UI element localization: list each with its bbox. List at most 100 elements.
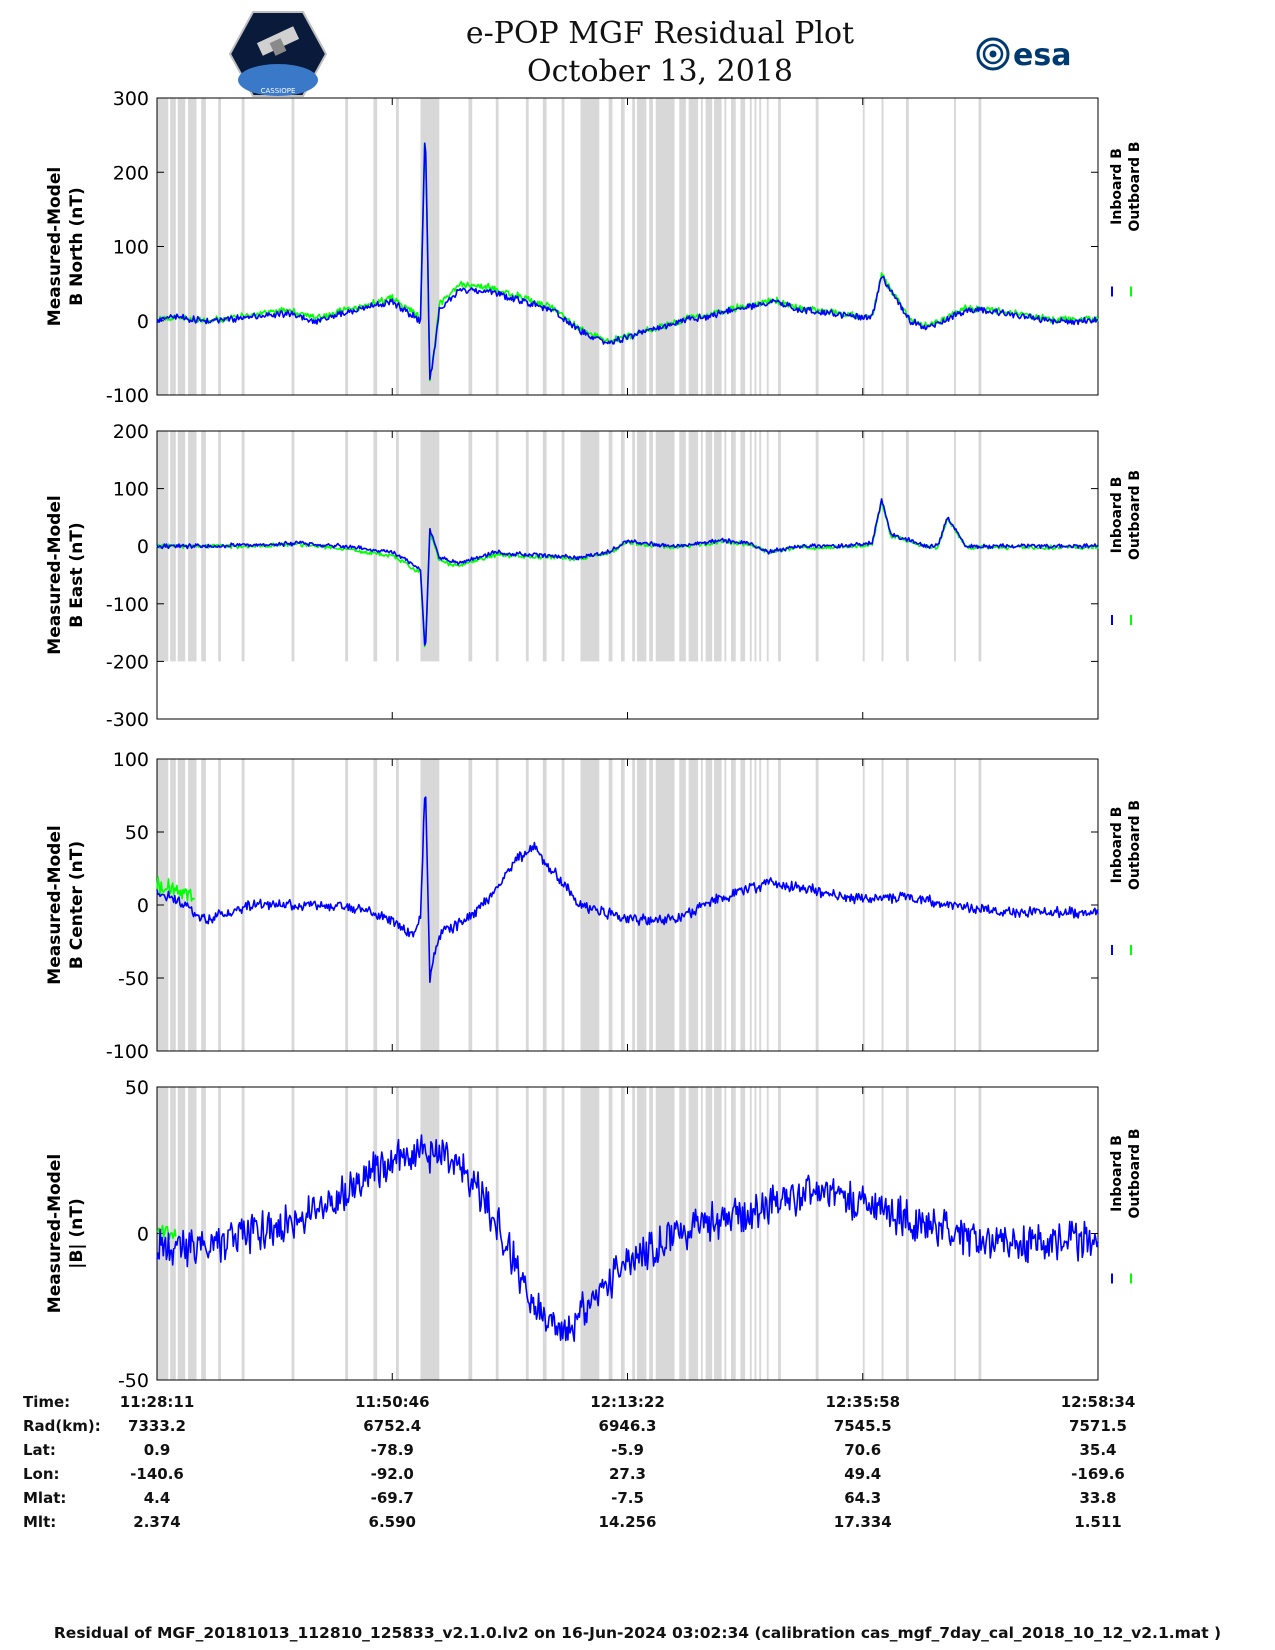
data-gap-band: [778, 98, 781, 395]
data-gap-band: [170, 759, 176, 1051]
data-gap-band: [373, 431, 378, 662]
chart-panel-2: -300 -200 -100 0 100 200 Measured-Model B East …: [45, 421, 1143, 731]
data-gap-band: [201, 759, 206, 1051]
series-line-outboard: [156, 876, 196, 902]
svg-text:esa: esa: [1013, 38, 1071, 73]
data-gap-band: [906, 431, 909, 662]
series-line-outboard: [156, 501, 1099, 648]
y-tick-label: -200: [106, 651, 149, 673]
data-gap-band: [731, 431, 736, 662]
data-gap-band: [815, 1087, 819, 1380]
data-gap-band: [636, 759, 647, 1051]
data-gap-band: [188, 759, 197, 1051]
data-gap-band: [525, 431, 529, 662]
data-gap-band: [170, 1087, 176, 1380]
orbit-info-label: Rad(km):: [23, 1417, 101, 1435]
data-gap-band: [724, 759, 727, 1051]
y-tick-label: -100: [106, 385, 149, 407]
orbit-info-value: 6.590: [368, 1513, 416, 1531]
orbit-info-value: 7545.5: [833, 1417, 892, 1435]
data-gap-band: [241, 98, 245, 395]
data-gap-band: [679, 98, 686, 395]
data-gap-band: [655, 759, 675, 1051]
data-gap-band: [373, 98, 378, 395]
data-gap-band: [655, 98, 675, 395]
data-gap-band: [688, 431, 699, 662]
data-gap-band: [778, 759, 781, 1051]
data-gap-band: [688, 759, 699, 1051]
data-gap-band: [749, 759, 752, 1051]
data-gap-band: [688, 1087, 699, 1380]
data-gap-band: [580, 1087, 600, 1380]
data-gap-band: [632, 1087, 636, 1380]
y-tick-label: -50: [118, 1370, 149, 1392]
axes-frame: [156, 1086, 1099, 1381]
y-tick-label: 0: [137, 895, 149, 917]
data-gap-band: [468, 1087, 473, 1380]
data-gap-band: [881, 431, 884, 662]
orbit-info-label: Mlat:: [23, 1489, 67, 1507]
data-gap-band: [201, 1087, 206, 1380]
data-gap-band: [420, 1087, 440, 1380]
orbit-info-value: 17.334: [833, 1513, 892, 1531]
data-gap-band: [766, 98, 769, 395]
data-gap-band: [468, 431, 473, 662]
data-gap-band: [620, 431, 625, 662]
data-gap-band: [862, 759, 865, 1051]
chart-panel-1: -100 0 100 200 300 Measured-Model B North (nT)…: [45, 88, 1143, 407]
data-gap-band: [620, 759, 625, 1051]
data-gap-band: [862, 1087, 865, 1380]
data-gap-band: [420, 98, 440, 395]
data-gap-band: [714, 431, 722, 662]
data-gap-band: [759, 1087, 762, 1380]
data-gap-band: [740, 431, 746, 662]
data-gap-band: [177, 98, 186, 395]
data-gap-band: [495, 431, 499, 662]
data-gap-band: [705, 759, 713, 1051]
orbit-info-value: 7333.2: [128, 1417, 186, 1435]
y-tick-label: 50: [125, 1077, 149, 1099]
data-gap-band: [561, 98, 565, 395]
orbit-info-value: 4.4: [143, 1489, 171, 1507]
chart-panel-3: -100 -50 0 50 100 Measured-Model B Center (nT)…: [45, 749, 1143, 1063]
data-gap-band: [420, 759, 440, 1051]
data-gap-band: [688, 98, 699, 395]
data-gap-band: [954, 431, 956, 662]
plot-title: e-POP MGF Residual Plot: [465, 16, 855, 51]
data-gap-band: [759, 431, 762, 662]
data-gap-band: [218, 98, 221, 395]
data-gap-band: [978, 759, 982, 1051]
data-gap-band: [731, 1087, 736, 1380]
legend-labels: Inboard B Outboard B: [1109, 470, 1143, 560]
data-gap-band: [561, 759, 565, 1051]
data-gap-band: [714, 759, 722, 1051]
data-gap-band: [291, 431, 295, 662]
data-gap-band: [218, 759, 221, 1051]
data-gap-band: [608, 431, 613, 662]
data-gap-band: [608, 1087, 613, 1380]
data-gap-band: [749, 98, 752, 395]
y-axis-label: Measured-Model B East (nT): [45, 495, 87, 654]
data-gap-band: [740, 1087, 746, 1380]
data-gap-band: [620, 1087, 625, 1380]
orbit-info-value: 11:50:46: [354, 1393, 430, 1411]
y-tick-label: 50: [125, 822, 149, 844]
orbit-info-value: -140.6: [130, 1465, 184, 1483]
plot-date: October 13, 2018: [527, 54, 793, 89]
orbit-info-value: 12:13:22: [590, 1393, 665, 1411]
data-gap-band: [580, 431, 600, 662]
data-gap-band: [542, 759, 547, 1051]
data-gap-band: [714, 98, 722, 395]
orbit-info-value: -5.9: [611, 1441, 644, 1459]
data-gap-band: [724, 431, 727, 662]
y-axis-label: Measured-Model |B| (nT): [45, 1154, 87, 1313]
data-gap-band: [906, 759, 909, 1051]
data-gap-band: [679, 759, 686, 1051]
orbit-info-value: 27.3: [608, 1465, 646, 1483]
data-gap-band: [561, 1087, 565, 1380]
data-gap-band: [724, 1087, 727, 1380]
data-gap-band: [954, 759, 956, 1051]
orbit-info-value: 6946.3: [598, 1417, 657, 1435]
data-gap-band: [815, 98, 819, 395]
data-gap-band: [542, 1087, 547, 1380]
